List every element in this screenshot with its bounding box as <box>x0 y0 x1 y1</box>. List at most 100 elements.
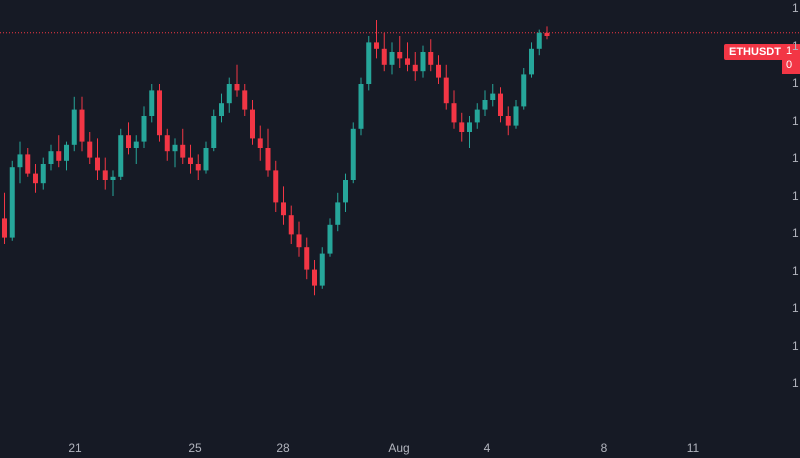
candle-body <box>95 157 100 171</box>
candle <box>467 116 472 148</box>
candle-body <box>350 128 356 180</box>
candle-body <box>374 42 379 49</box>
candle <box>188 144 193 174</box>
candle-body <box>428 52 434 65</box>
candle-body <box>381 48 387 65</box>
candle <box>459 112 465 142</box>
candle <box>33 164 38 193</box>
candle <box>219 93 224 123</box>
candle <box>180 128 186 164</box>
candle <box>319 247 325 289</box>
candle <box>126 122 131 155</box>
candle-body <box>126 135 131 148</box>
price-tick-label: 1 <box>792 151 799 165</box>
symbol-badge: ETHUSDT <box>724 44 786 60</box>
candle-body <box>405 58 410 65</box>
candle <box>335 192 341 232</box>
candle-body <box>513 106 519 126</box>
candle-body <box>536 32 542 49</box>
candle-body <box>164 135 170 152</box>
candle <box>133 135 139 164</box>
candle-body <box>366 42 372 84</box>
candle <box>389 42 395 75</box>
candle <box>157 84 162 142</box>
candle <box>529 42 534 78</box>
price-tick-label: 1 <box>792 38 799 53</box>
candle <box>474 103 480 129</box>
candle-body <box>312 269 317 286</box>
candle-body <box>40 164 46 184</box>
candle <box>397 36 403 68</box>
candle-body <box>102 170 108 180</box>
candle <box>296 221 302 257</box>
candle-body <box>459 122 465 132</box>
candle-body <box>257 138 263 148</box>
candle-body <box>529 48 534 75</box>
candle-body <box>451 103 457 123</box>
candle <box>164 128 170 161</box>
candle <box>273 160 279 212</box>
price-tick-label: 1 <box>792 338 799 353</box>
candle-body <box>319 253 325 286</box>
candle <box>172 138 178 168</box>
candle-body <box>110 176 116 180</box>
candle <box>327 218 333 257</box>
candle <box>420 45 426 78</box>
candle <box>381 32 387 72</box>
candle-body <box>219 103 224 116</box>
candle-body <box>265 148 271 171</box>
candle-body <box>281 202 286 216</box>
candle-body <box>498 93 503 116</box>
candle <box>412 52 418 81</box>
price-axis[interactable]: 1 1 1 1 1 1 1 1 1 1 1 <box>792 0 800 436</box>
candle <box>102 157 108 190</box>
candle-body <box>474 109 480 123</box>
candle-body <box>188 157 193 164</box>
candle <box>443 64 449 110</box>
price-tick-label: 1 <box>792 188 799 203</box>
candle-body <box>436 64 441 78</box>
candle-body <box>149 90 155 116</box>
candle-body <box>203 148 209 171</box>
candle <box>490 84 496 107</box>
candle-body <box>9 167 15 238</box>
candle <box>242 84 248 116</box>
candle-body <box>25 154 31 174</box>
candle <box>451 90 457 129</box>
candle-body <box>172 144 178 152</box>
price-badge-line2: 0 <box>786 59 793 71</box>
candle-body <box>71 109 77 145</box>
candle-body <box>544 32 550 36</box>
candle-body <box>195 164 201 171</box>
candle-body <box>304 247 310 270</box>
price-plot[interactable] <box>0 0 800 436</box>
candle-body <box>250 109 255 139</box>
candle <box>343 173 348 212</box>
candle-body <box>521 74 527 107</box>
price-tick-label: 1 <box>792 301 799 315</box>
candle-body <box>412 64 418 72</box>
time-tick-label: 25 <box>188 441 202 455</box>
candle-body <box>335 202 341 225</box>
time-axis[interactable]: 21 25 28 Aug 4 8 11 <box>0 436 800 458</box>
candle-body <box>157 90 162 136</box>
candle-body <box>133 141 139 148</box>
candle <box>64 141 69 171</box>
candle <box>118 128 124 180</box>
candle-body <box>389 52 395 65</box>
candle-body <box>33 173 38 184</box>
candle <box>281 186 286 225</box>
candle-body <box>234 84 240 91</box>
price-tick-label: 1 <box>792 226 799 240</box>
time-tick-label: Aug <box>388 441 410 455</box>
candle-body <box>226 84 232 104</box>
candle <box>436 55 441 84</box>
candle <box>265 128 271 177</box>
candle-body <box>2 218 7 238</box>
candle-body <box>343 180 348 203</box>
candle <box>374 20 379 59</box>
candle-body <box>87 141 93 158</box>
time-tick-label: 28 <box>276 441 290 455</box>
candle-body <box>79 109 85 142</box>
